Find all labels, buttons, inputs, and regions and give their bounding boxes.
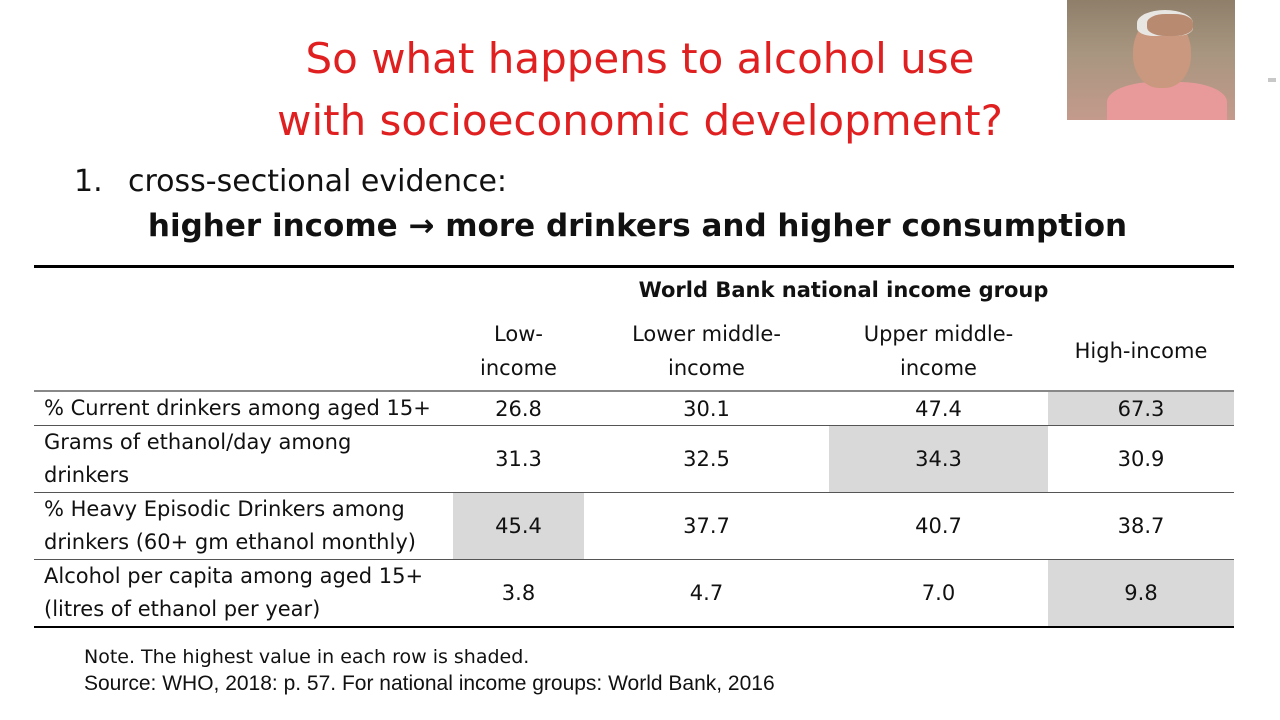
edge-mark	[1268, 78, 1276, 82]
empty-header-cell	[34, 312, 453, 391]
slide-title-line1: So what happens to alcohol use	[305, 34, 975, 83]
table-row: Grams of ethanol/day among drinkers 31.3 …	[34, 425, 1235, 493]
table-cell: 34.3	[829, 425, 1048, 493]
point-number: 1.	[74, 164, 103, 199]
column-header-upper-middle-income: Upper middle-income	[863, 322, 1014, 380]
empty-header-cell	[34, 267, 453, 313]
table-cell: 37.7	[683, 514, 730, 538]
table-cell: 3.8	[501, 581, 536, 605]
row-label: Grams of ethanol/day among drinkers	[44, 430, 352, 487]
point-item: 1. cross-sectional evidence:	[74, 164, 507, 199]
presenter-shirt	[1107, 82, 1227, 120]
table-note: Note. The highest value in each row is s…	[84, 646, 530, 668]
webcam-video	[1067, 0, 1235, 120]
row-label: Alcohol per capita among aged 15+ (litres…	[44, 564, 424, 621]
table-cell: 30.1	[683, 396, 730, 421]
row-label: % Heavy Episodic Drinkers among drinkers …	[44, 497, 416, 554]
table-cell: 45.4	[453, 492, 584, 560]
table-cell: 26.8	[495, 396, 542, 421]
group-header: World Bank national income group	[638, 278, 1049, 302]
slide-title-line2: with socioeconomic development?	[277, 96, 1003, 145]
point-text: cross-sectional evidence:	[128, 164, 508, 199]
table-cell: 40.7	[915, 514, 962, 538]
table-cell: 7.0	[921, 581, 956, 605]
table-cell: 4.7	[689, 581, 724, 605]
table-cell: 32.5	[683, 447, 730, 471]
presenter-hand	[1147, 14, 1193, 36]
slide-title: So what happens to alcohol use with soci…	[140, 28, 1140, 152]
income-table: World Bank national income group Low-inc…	[34, 265, 1235, 628]
table-cell: 47.4	[915, 396, 962, 421]
table-row: Alcohol per capita among aged 15+ (litres…	[34, 559, 1235, 627]
table-cell: 38.7	[1117, 514, 1165, 538]
table-cell: 31.3	[495, 447, 542, 471]
source-citation: Source: WHO, 2018: p. 57. For national i…	[84, 672, 775, 695]
column-header-high-income: High-income	[1074, 339, 1208, 363]
table-cell: 9.8	[1048, 559, 1235, 627]
column-header-low-income: Low-income	[480, 322, 557, 380]
table-cell: 30.9	[1117, 447, 1165, 471]
table-row: % Current drinkers among aged 15+ 26.8 3…	[34, 391, 1235, 426]
table-cell: 67.3	[1048, 391, 1235, 426]
column-header-lower-middle-income: Lower middle-income	[632, 322, 781, 380]
row-label: % Current drinkers among aged 15+	[44, 396, 431, 420]
table-row: % Heavy Episodic Drinkers among drinkers …	[34, 492, 1235, 560]
claim-text: higher income → more drinkers and higher…	[147, 208, 1128, 244]
